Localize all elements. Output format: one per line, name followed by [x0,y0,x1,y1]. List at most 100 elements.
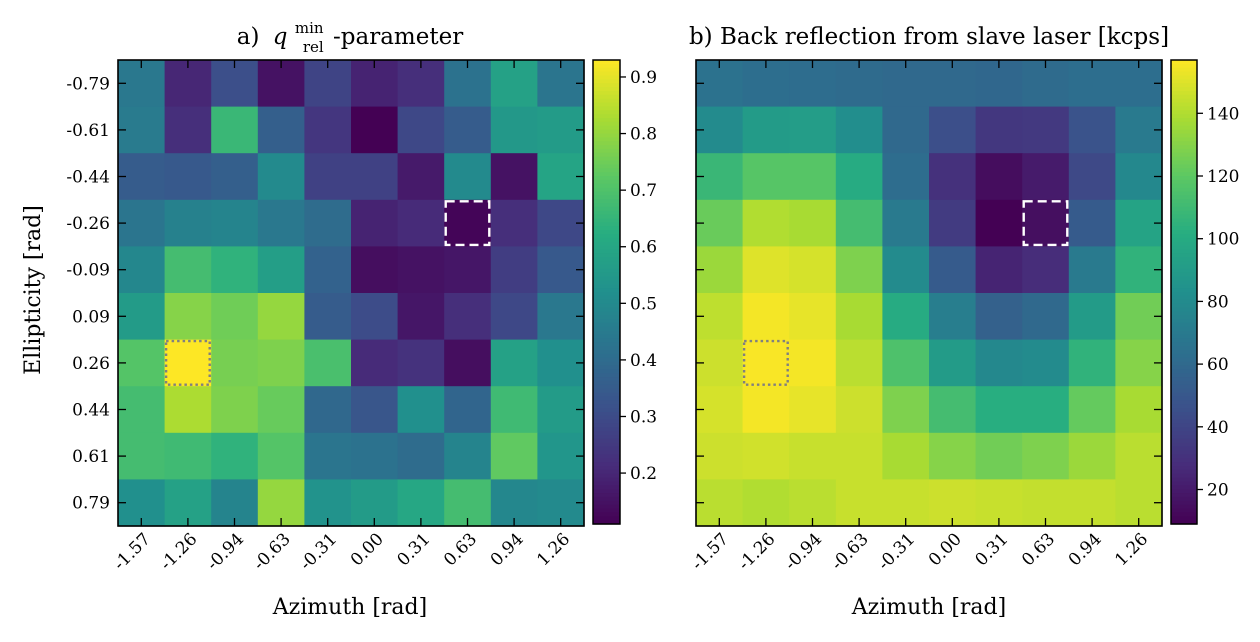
y-tick-label: 0.44 [72,401,110,421]
colorbar-segment [593,110,620,115]
heatmap-cell [1068,106,1116,154]
heatmap-cell [164,339,212,387]
heatmap-cell [742,106,790,154]
colorbar-segment [593,438,620,444]
colorbar-segment [593,137,620,142]
colorbar-segment [593,253,620,258]
colorbar-segment [593,179,620,185]
heatmap-cell [257,386,305,434]
colorbar-segment [1171,435,1197,440]
panel-a-highlights [164,200,491,386]
colorbar-tick-label: 140 [1207,104,1239,124]
heatmap-cell [211,386,259,434]
colorbar-segment [1171,129,1197,135]
heatmap-cell [1022,293,1070,341]
colorbar-segment [1171,411,1197,417]
heatmap-cell [835,199,883,247]
heatmap-cell [1022,199,1070,247]
colorbar-segment [593,172,620,177]
colorbar-segment [1171,114,1197,119]
colorbar-segment [1171,485,1197,490]
panel-a-y-ticks: -0.79 -0.61 -0.44 -0.26 -0.09 0.09 0.26 0.44 0.6… [66,74,584,514]
colorbar-segment [1171,276,1197,281]
heatmap-cell [789,106,837,154]
colorbar-segment [1171,303,1197,309]
colorbar-segment [593,315,620,320]
x-tick-label: 1.26 [1111,529,1152,570]
colorbar-segment [1171,141,1197,146]
heatmap-cell [397,199,445,247]
heatmap-cell [882,386,930,434]
colorbar-segment [1171,377,1197,382]
colorbar-segment [1171,261,1197,266]
colorbar-segment [1171,373,1197,378]
colorbar-segment [593,183,620,189]
colorbar-tick-label: 0.4 [630,351,657,371]
colorbar-segment [1171,493,1197,498]
heatmap-cell [397,246,445,294]
colorbar-segment [1171,152,1197,158]
colorbar-segment [1171,404,1197,409]
heatmap-cell [835,386,883,434]
heatmap-cell [975,432,1023,480]
heatmap-cell [164,199,212,247]
heatmap-cell [1068,246,1116,294]
colorbar-segment [593,214,620,220]
colorbar-segment [593,353,620,359]
colorbar-segment [593,411,620,417]
colorbar-segment [1171,477,1197,483]
heatmap-cell [164,293,212,341]
colorbar-segment [593,442,620,448]
colorbar-segment [593,222,620,227]
colorbar-segment [1171,102,1197,107]
colorbar-segment [593,226,620,231]
colorbar-segment [1171,87,1197,92]
heatmap-cell [1022,246,1070,294]
colorbar-segment [1171,442,1197,448]
colorbar-segment [593,365,620,370]
y-tick-label: -0.09 [66,261,110,281]
heatmap-cell [835,293,883,341]
colorbar-segment [593,125,620,131]
heatmap-cell [742,153,790,201]
colorbar-segment [593,295,620,301]
colorbar-segment [593,319,620,324]
heatmap-cell [444,386,492,434]
x-tick-label: -1.57 [110,529,155,574]
colorbar-segment [593,446,620,452]
colorbar-segment [1171,168,1197,173]
colorbar-segment [593,67,620,73]
panel-b-heatmap: b) Back reflection from slave laser [kcp… [688,24,1240,620]
colorbar-segment [593,342,620,347]
colorbar-segment [593,361,620,367]
colorbar-segment [1171,319,1197,324]
colorbar-segment [593,141,620,146]
heatmap-cell [490,293,538,341]
colorbar-segment [1171,326,1197,332]
colorbar-segment [1171,365,1197,370]
heatmap-cell [397,153,445,201]
heatmap-cell [975,339,1023,387]
heatmap-cell [304,386,352,434]
colorbar-segment [593,156,620,162]
heatmap-cell [975,153,1023,201]
colorbar-segment [593,98,620,104]
colorbar-segment [593,292,620,297]
colorbar-segment [1171,106,1197,111]
colorbar-tick-label: 0.9 [630,68,657,88]
heatmap-cell [742,293,790,341]
colorbar-segment [1171,423,1197,428]
heatmap-cell [351,386,399,434]
colorbar-segment [1171,160,1197,165]
heatmap-cell [742,246,790,294]
panel-a-title-suffix: -parameter [333,24,463,50]
x-tick-label: 0.94 [1065,529,1106,570]
heatmap-cell [351,339,399,387]
colorbar-segment [1171,512,1197,517]
colorbar-segment [593,338,620,343]
colorbar-segment [1171,315,1197,320]
heatmap-cell [835,246,883,294]
colorbar-segment [593,203,620,208]
heatmap-cell [351,106,399,154]
colorbar-segment [1171,473,1197,479]
